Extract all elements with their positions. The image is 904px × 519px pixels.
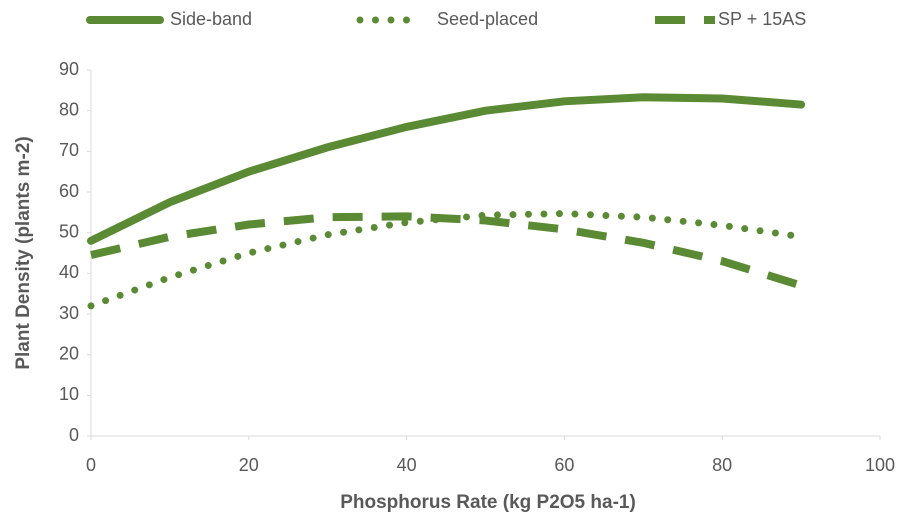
y-tick-label: 0 — [69, 425, 79, 445]
legend-label: Side-band — [170, 9, 252, 29]
y-tick-label: 80 — [59, 99, 79, 119]
y-tick-label: 30 — [59, 303, 79, 323]
x-tick-label: 80 — [712, 455, 732, 475]
series-line — [87, 93, 806, 245]
series-line — [87, 210, 805, 310]
y-axis-title: Plant Density (plants m-2) — [13, 136, 34, 369]
x-axis-title: Phosphorus Rate (kg P2O5 ha-1) — [340, 492, 636, 513]
y-tick-label: 60 — [59, 181, 79, 201]
y-tick-label: 50 — [59, 221, 79, 241]
y-tick-label: 40 — [59, 262, 79, 282]
x-tick-label: 20 — [239, 455, 259, 475]
y-tick-label: 20 — [59, 343, 79, 363]
y-tick-label: 90 — [59, 59, 79, 79]
series-line — [90, 212, 803, 290]
x-tick-label: 0 — [86, 455, 96, 475]
y-tick-label: 70 — [59, 140, 79, 160]
legend-label: SP + 15AS — [718, 9, 806, 29]
x-tick-label: 100 — [865, 455, 895, 475]
x-tick-label: 40 — [397, 455, 417, 475]
y-tick-label: 10 — [59, 384, 79, 404]
legend-label: Seed-placed — [437, 9, 538, 29]
x-tick-label: 60 — [554, 455, 574, 475]
